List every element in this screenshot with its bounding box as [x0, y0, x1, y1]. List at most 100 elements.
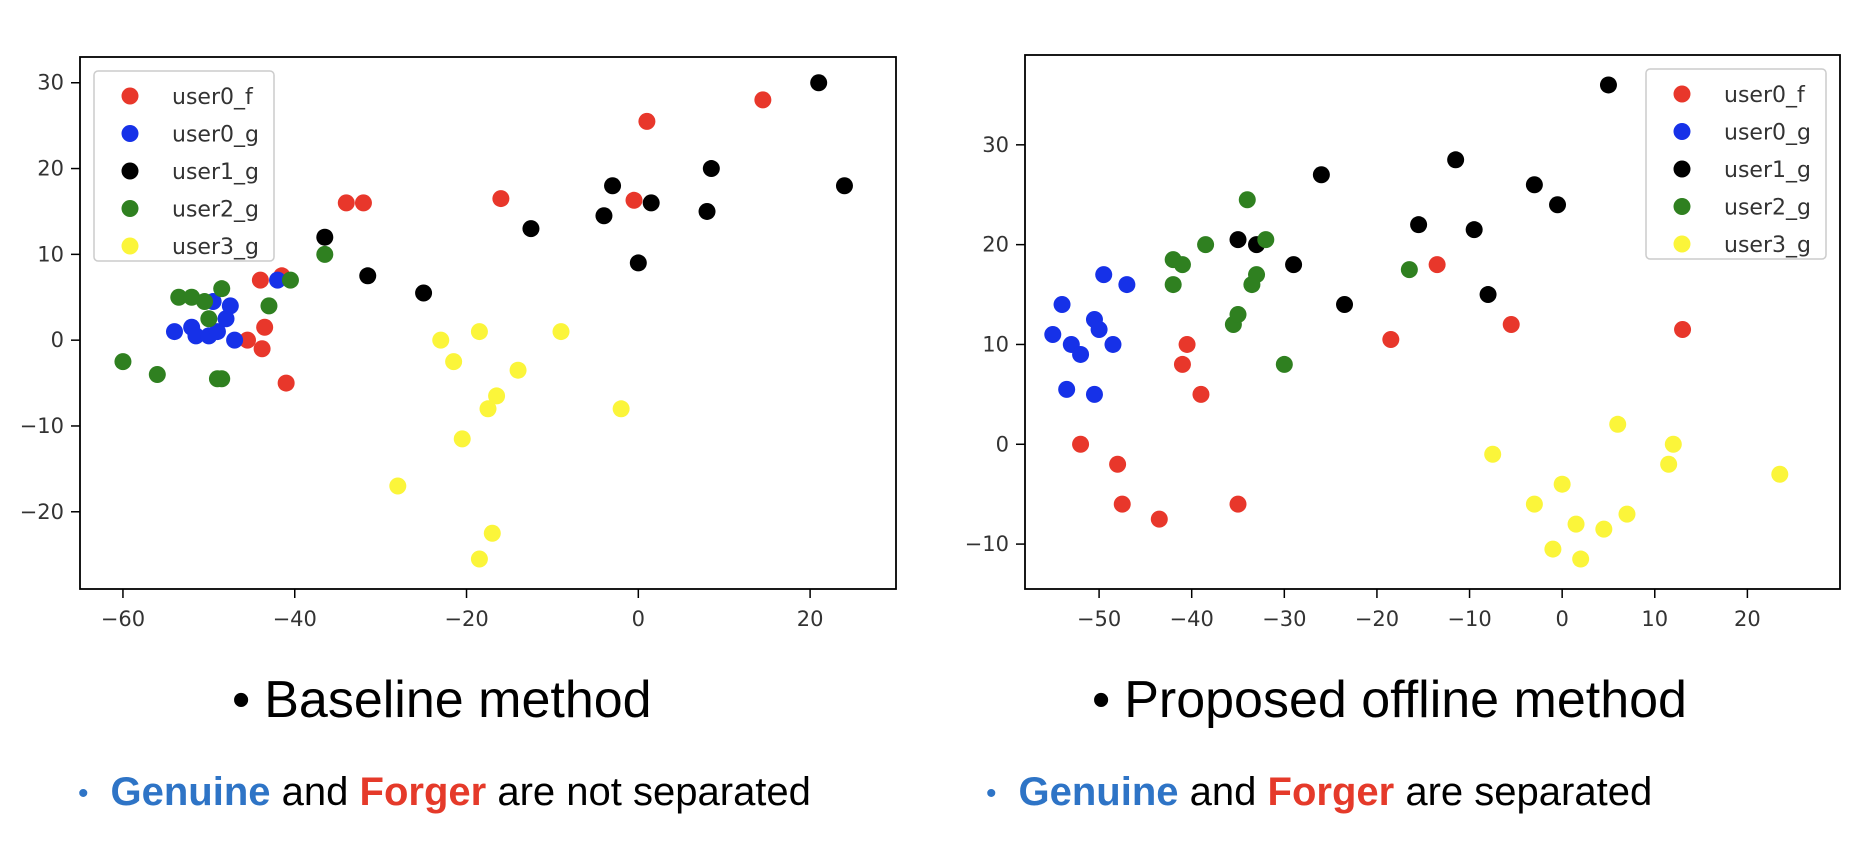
- right-legend-marker-user1-g: [1673, 160, 1691, 178]
- right-legend-marker-user0-f: [1673, 85, 1691, 103]
- right-legend-label: user0_f: [1724, 83, 1806, 108]
- right-point-user0-g: [1044, 325, 1062, 343]
- left-point-user0-f: [277, 374, 295, 392]
- right-x-tick-label: 10: [1641, 607, 1668, 631]
- left-point-user1-g: [316, 228, 334, 246]
- right-point-user0-f: [1229, 495, 1247, 513]
- right-point-user0-g: [1104, 335, 1122, 353]
- note-tail: are not separated: [497, 770, 811, 814]
- right-point-user1-g: [1285, 256, 1303, 274]
- right-y-tick-label: −10: [965, 532, 1009, 556]
- left-point-user2-g: [200, 310, 218, 328]
- right-x-tick-label: −50: [1077, 607, 1121, 631]
- left-point-user1-g: [595, 207, 613, 225]
- left-point-user0-g: [221, 297, 239, 315]
- and-word: and: [1189, 770, 1257, 814]
- left-caption-title: Baseline method: [264, 671, 652, 729]
- left-point-user1-g: [642, 194, 660, 212]
- right-point-user2-g: [1164, 276, 1182, 294]
- right-point-user1-g: [1229, 231, 1247, 249]
- left-point-user2-g: [208, 370, 226, 388]
- left-point-user2-g: [183, 288, 201, 306]
- left-y-tick-label: −10: [20, 414, 64, 438]
- left-x-tick-label: −60: [101, 607, 145, 631]
- right-point-user0-g: [1095, 266, 1113, 284]
- left-point-user0-g: [217, 310, 235, 328]
- right-legend-label: user3_g: [1724, 233, 1811, 258]
- genuine-label: Genuine: [1018, 770, 1179, 814]
- right-point-user0-f: [1113, 495, 1131, 513]
- right-point-user3-g: [1484, 445, 1502, 463]
- right-x-tick-label: 0: [1555, 607, 1568, 631]
- left-point-user0-g: [208, 323, 226, 341]
- left-point-user1-g: [415, 284, 433, 302]
- left-point-user3-g: [483, 524, 501, 542]
- right-y-tick-label: 10: [982, 332, 1009, 356]
- right-point-user2-g: [1400, 261, 1418, 279]
- right-point-user1-g: [1525, 176, 1543, 194]
- forger-label: Forger: [1267, 770, 1395, 814]
- right-legend-marker-user2-g: [1673, 198, 1691, 215]
- right-point-user2-g: [1248, 266, 1266, 284]
- right-point-user1-g: [1312, 166, 1330, 184]
- and-word: and: [281, 770, 349, 814]
- left-point-user1-g: [835, 177, 853, 195]
- left-point-user0-g: [187, 327, 205, 345]
- right-point-user0-g: [1090, 320, 1108, 338]
- left-point-user0-g: [269, 271, 287, 289]
- right-point-user0-g: [1072, 345, 1090, 363]
- right-point-user0-g: [1118, 276, 1136, 294]
- right-point-user1-g: [1549, 196, 1567, 214]
- left-point-user0-f: [251, 271, 269, 289]
- right-legend-box: [1645, 68, 1827, 260]
- left-point-user3-g: [488, 387, 506, 405]
- right-point-user0-f: [1150, 510, 1168, 528]
- left-chart-caption: • Baseline method: [232, 670, 652, 730]
- left-legend-marker-user1-g: [121, 162, 139, 180]
- right-point-user1-g: [1447, 151, 1465, 169]
- left-point-user1-g: [522, 220, 540, 238]
- right-point-user2-g: [1197, 236, 1215, 254]
- right-point-user2-g: [1238, 191, 1256, 209]
- right-point-user1-g: [1410, 216, 1428, 234]
- left-point-user0-f: [754, 91, 772, 109]
- right-point-user3-g: [1664, 435, 1682, 453]
- left-point-user3-g: [509, 361, 527, 379]
- right-x-tick-label: −20: [1355, 607, 1399, 631]
- right-y-tick-label: 20: [982, 233, 1009, 257]
- right-x-tick-label: −40: [1170, 607, 1214, 631]
- left-point-user0-f: [253, 340, 271, 358]
- right-point-user3-g: [1572, 550, 1590, 568]
- genuine-label: Genuine: [110, 770, 271, 814]
- right-point-user2-g: [1257, 231, 1275, 249]
- right-point-user3-g: [1609, 415, 1627, 433]
- right-legend-label: user0_g: [1724, 121, 1811, 146]
- left-x-tick-label: 20: [797, 607, 824, 631]
- left-legend-marker-user0-g: [121, 125, 139, 142]
- right-point-user3-g: [1618, 505, 1636, 523]
- left-point-user1-g: [359, 267, 377, 285]
- right-x-tick-label: −10: [1447, 607, 1491, 631]
- left-point-user0-f: [492, 190, 510, 208]
- left-point-user3-g: [432, 331, 450, 349]
- left-point-user1-g: [698, 202, 716, 220]
- right-point-user0-f: [1109, 455, 1127, 473]
- left-point-user0-f: [337, 194, 355, 212]
- left-point-user0-g: [226, 331, 244, 349]
- right-point-user0-f: [1382, 330, 1400, 348]
- right-point-user0-f: [1178, 335, 1196, 353]
- right-caption-title: Proposed offline method: [1124, 671, 1687, 729]
- right-point-user3-g: [1595, 520, 1613, 538]
- right-legend-label: user2_g: [1724, 196, 1811, 221]
- left-point-user3-g: [612, 400, 630, 418]
- right-legend-marker-user3-g: [1673, 235, 1691, 253]
- left-point-user3-g: [445, 353, 463, 371]
- right-point-user1-g: [1336, 296, 1354, 314]
- left-point-user1-g: [702, 160, 720, 178]
- left-chart-note: • Genuine and Forger are not separated: [78, 770, 811, 815]
- left-y-tick-label: 30: [37, 71, 64, 95]
- right-point-user3-g: [1544, 540, 1562, 558]
- left-legend-marker-user2-g: [121, 200, 139, 217]
- left-point-user2-g: [196, 293, 214, 311]
- forger-label: Forger: [359, 770, 487, 814]
